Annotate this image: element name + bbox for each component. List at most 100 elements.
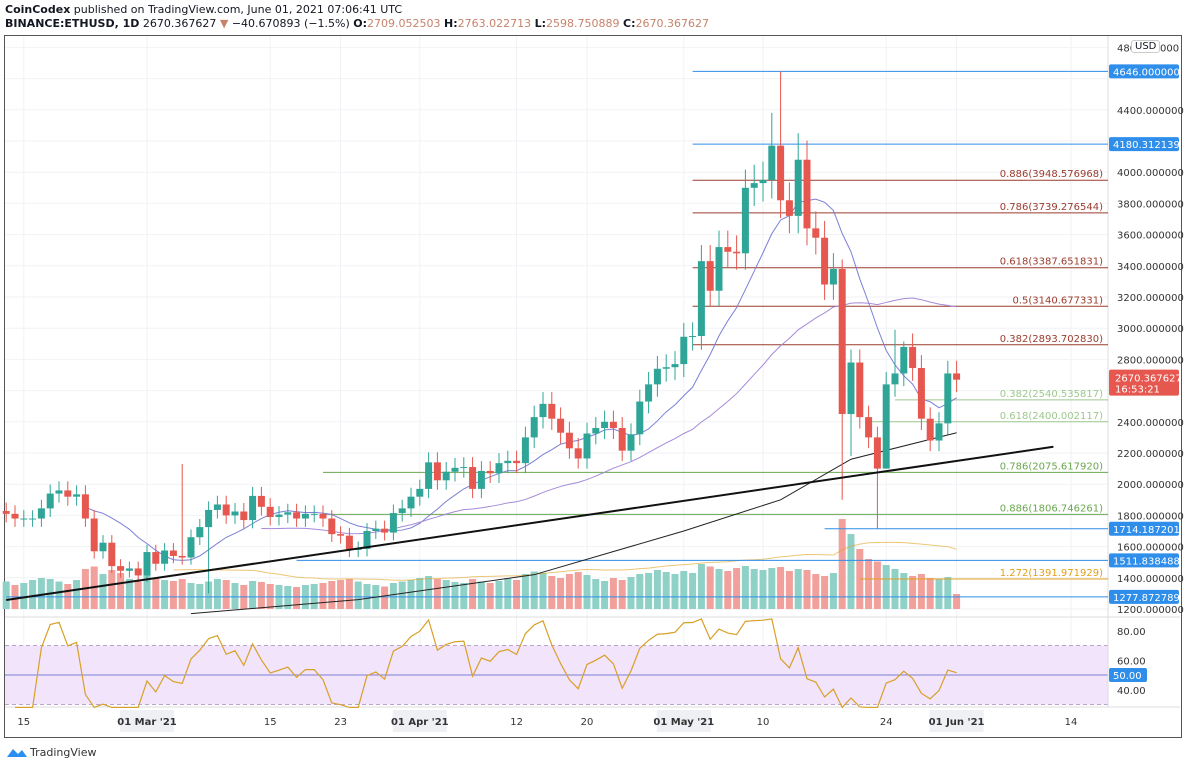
currency-label[interactable]: USD: [1131, 40, 1161, 53]
candle-body: [372, 528, 380, 531]
candle-body: [73, 494, 81, 497]
trend-line: [6, 445, 1054, 601]
volume-bar: [451, 582, 459, 609]
level-tag: [1109, 521, 1179, 536]
volume-bar: [557, 578, 565, 609]
candle-body: [794, 159, 802, 216]
candle-body: [64, 490, 72, 497]
candle-body: [653, 368, 661, 385]
volume-bar: [706, 566, 714, 609]
volume-bar: [187, 583, 195, 609]
close-label: C:: [623, 17, 636, 30]
price-change: −40.670893 (−1.5%): [231, 17, 350, 30]
candle-body: [134, 568, 142, 576]
time-tick: 14: [1065, 717, 1078, 728]
price-tick: 3400.000000: [1117, 262, 1184, 273]
volume-bar: [847, 534, 855, 609]
ma-long-line: [190, 432, 957, 615]
volume-bar: [143, 575, 151, 609]
candle-body: [363, 531, 371, 549]
chart-frame[interactable]: [4, 35, 1182, 738]
volume-bar: [55, 581, 63, 609]
tradingview-logo[interactable]: TradingView: [6, 745, 96, 759]
candle-body: [609, 421, 617, 429]
candle-body: [125, 568, 133, 571]
price-tick: 3600.000000: [1117, 231, 1184, 242]
price-tick: 1400.000000: [1117, 574, 1184, 585]
volume-bar: [935, 579, 943, 609]
volume-bar: [865, 559, 873, 609]
volume-bar: [636, 574, 644, 609]
volume-bar: [398, 581, 406, 609]
volume-bar: [873, 561, 881, 609]
candle-body: [583, 433, 591, 459]
volume-bar: [117, 573, 125, 609]
candle-body: [513, 460, 521, 464]
volume-bar: [504, 578, 512, 609]
countdown-label: 16:53:21: [1115, 385, 1160, 396]
volume-bar: [231, 583, 239, 609]
candle-body: [345, 535, 353, 550]
candle-body: [477, 470, 485, 489]
volume-bar: [653, 570, 661, 609]
down-arrow-icon: ▼: [219, 17, 229, 30]
candle-body: [592, 428, 600, 434]
time-tick: 01 May '21: [653, 717, 714, 728]
volume-bar: [750, 569, 758, 609]
candle-body: [108, 542, 116, 567]
current-price-tag: [1109, 369, 1179, 396]
candle-body: [953, 373, 961, 380]
candle-body: [909, 346, 917, 368]
candle-body: [768, 145, 776, 180]
low-label: L:: [534, 17, 547, 30]
volume-bar: [20, 583, 28, 609]
candle-body: [601, 421, 609, 429]
volume-bar: [433, 579, 441, 609]
volume-bar: [812, 574, 820, 609]
candle-body: [662, 367, 670, 369]
candle-body: [803, 159, 811, 229]
volume-bar: [337, 580, 345, 609]
volume-bar: [741, 566, 749, 609]
volume-bar: [73, 580, 81, 609]
volume-ma-line: [173, 541, 957, 581]
candle-body: [636, 401, 644, 435]
published-text: published on TradingView.com, June 01, 2…: [73, 3, 403, 16]
volume-bar: [460, 583, 468, 609]
volume-bar: [477, 581, 485, 609]
candle-body: [873, 437, 881, 469]
level-tag-label: 1511.838488: [1113, 556, 1180, 567]
candle-body: [865, 417, 873, 438]
candle-body: [99, 542, 107, 552]
candle-body: [706, 261, 714, 291]
candle-body: [46, 493, 54, 509]
time-tick-highlight: [120, 710, 174, 732]
volume-bar: [618, 580, 626, 609]
candle-body: [680, 336, 688, 365]
candle-body: [900, 346, 908, 374]
volume-bar: [407, 580, 415, 609]
fib-label: 0.382(2540.535817): [1000, 389, 1103, 400]
candle-body: [495, 463, 503, 474]
volume-bar: [926, 578, 934, 609]
candle-body: [301, 513, 309, 519]
fib-label: 0.886(1806.746261): [1000, 503, 1103, 514]
candle-body: [750, 183, 758, 188]
candle-body: [777, 145, 785, 201]
level-tag: [1109, 589, 1179, 604]
fib-label: 0.382(2893.702830): [1000, 334, 1103, 345]
level-tag-label: 1277.872789: [1113, 593, 1180, 604]
candle-body: [715, 247, 723, 291]
volume-bar: [609, 578, 617, 609]
candle-body: [275, 514, 283, 517]
volume-bar: [715, 569, 723, 609]
volume-bar: [381, 586, 389, 609]
candle-body: [205, 509, 213, 528]
candle-body: [143, 552, 151, 576]
volume-bar: [680, 571, 688, 609]
candle-body: [425, 462, 433, 489]
volume-bar: [671, 574, 679, 609]
candle-body: [319, 513, 327, 519]
candle-body: [821, 237, 829, 285]
